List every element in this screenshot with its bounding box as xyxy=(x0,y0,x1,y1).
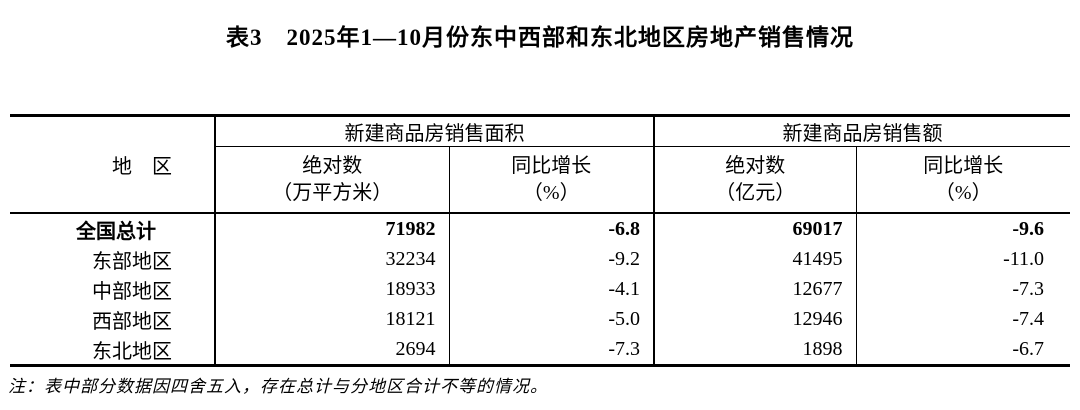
area-yoy-cell: -7.3 xyxy=(449,334,655,366)
area-yoy-header: 同比增长 （%） xyxy=(449,146,655,214)
area-yoy-cell: -6.8 xyxy=(449,213,655,244)
amount-yoy-unit: （%） xyxy=(934,181,992,204)
amount-absolute-unit: （亿元） xyxy=(715,181,796,204)
amount-value-cell: 1898 xyxy=(654,334,857,366)
table-row-national-total: 全国总计 71982 -6.8 69017 -9.6 xyxy=(10,213,1070,244)
area-value-cell: 18933 xyxy=(215,274,450,304)
table-row-western: 西部地区 18121 -5.0 12946 -7.4 xyxy=(10,304,1070,334)
amount-yoy-cell: -7.3 xyxy=(1012,277,1044,300)
amount-value-cell: 69017 xyxy=(654,213,857,244)
footnote: 注：表中部分数据因四舍五入，存在总计与分地区合计不等的情况。 xyxy=(8,377,548,396)
table-row-northeastern: 东北地区 2694 -7.3 1898 -6.7 xyxy=(10,334,1070,366)
amount-yoy-header: 同比增长 （%） xyxy=(856,146,1070,214)
amount-value-cell: 41495 xyxy=(654,244,857,274)
region-cell: 全国总计 xyxy=(10,213,216,244)
region-cell: 东北地区 xyxy=(10,334,216,366)
area-yoy-cell: -9.2 xyxy=(449,244,655,274)
area-value-cell: 18121 xyxy=(215,304,450,334)
area-yoy-cell: -4.1 xyxy=(449,274,655,304)
area-absolute-header: 绝对数 （万平方米） xyxy=(215,146,450,214)
amount-value-cell: 12677 xyxy=(654,274,857,304)
area-absolute-label: 绝对数 xyxy=(302,154,363,177)
table-row-central: 中部地区 18933 -4.1 12677 -7.3 xyxy=(10,274,1070,304)
amount-value-cell: 12946 xyxy=(654,304,857,334)
amount-yoy-cell: -9.6 xyxy=(1012,217,1044,240)
area-value-cell: 32234 xyxy=(215,244,450,274)
region-cell: 中部地区 xyxy=(10,274,216,304)
area-absolute-unit: （万平方米） xyxy=(272,181,393,204)
regional-real-estate-sales-table: 地 区 新建商品房销售面积 新建商品房销售额 绝对数 （万平方米） 同比增长 （… xyxy=(10,114,1070,367)
sub-header-row: 绝对数 （万平方米） 同比增长 （%） 绝对数 （亿元） 同比增长 （%） xyxy=(10,146,1070,214)
sales-area-group-header: 新建商品房销售面积 xyxy=(215,115,655,147)
group-header-row: 地 区 新建商品房销售面积 新建商品房销售额 xyxy=(10,115,1070,214)
amount-yoy-cell: -11.0 xyxy=(1003,247,1044,270)
area-yoy-label: 同比增长 xyxy=(511,154,592,177)
area-yoy-unit: （%） xyxy=(522,181,580,204)
region-cell: 东部地区 xyxy=(10,244,216,274)
region-column-header: 地 区 xyxy=(10,115,216,214)
page-title: 表3 2025年1—10月份东中西部和东北地区房地产销售情况 xyxy=(226,25,854,50)
amount-yoy-cell: -6.7 xyxy=(1012,337,1044,360)
amount-absolute-header: 绝对数 （亿元） xyxy=(654,146,857,214)
region-cell: 西部地区 xyxy=(10,304,216,334)
sales-amount-group-header: 新建商品房销售额 xyxy=(654,115,1070,147)
amount-absolute-label: 绝对数 xyxy=(725,154,786,177)
area-value-cell: 71982 xyxy=(215,213,450,244)
amount-yoy-cell: -7.4 xyxy=(1012,307,1044,330)
area-value-cell: 2694 xyxy=(215,334,450,366)
area-yoy-cell: -5.0 xyxy=(449,304,655,334)
amount-yoy-label: 同比增长 xyxy=(923,154,1004,177)
table-row-eastern: 东部地区 32234 -9.2 41495 -11.0 xyxy=(10,244,1070,274)
